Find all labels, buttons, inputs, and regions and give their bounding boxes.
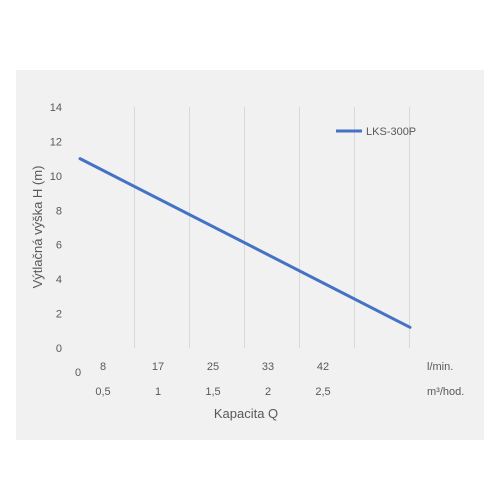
legend-label: LKS-300P — [366, 126, 416, 138]
x-tick-label-m3h: 1 — [155, 386, 161, 398]
x-unit-m3h: m³/hod. — [427, 386, 464, 398]
x-tick-label-lmin: 0 — [75, 367, 81, 379]
x-tick-label-lmin: 17 — [152, 361, 164, 373]
chart-background — [16, 70, 484, 440]
y-tick-label: 4 — [56, 274, 62, 286]
x-tick-label-lmin: 33 — [262, 361, 274, 373]
x-tick-labels-lmin: 0 8 17 25 33 42 — [75, 361, 329, 379]
gridlines — [134, 107, 410, 348]
y-tick-label: 8 — [56, 205, 62, 217]
x-tick-label-lmin: 25 — [207, 361, 219, 373]
x-tick-label-m3h: 1,5 — [205, 386, 220, 398]
series-group — [78, 157, 412, 329]
x-tick-label-lmin: 42 — [317, 361, 329, 373]
y-tick-label: 0 — [56, 343, 62, 355]
x-tick-label-m3h: 2 — [265, 386, 271, 398]
x-tick-label-m3h: 0,5 — [95, 386, 110, 398]
y-tick-label: 6 — [56, 240, 62, 252]
x-tick-labels-m3h: 0,5 1 1,5 2 2,5 — [95, 386, 330, 398]
x-axis-title: Kapacita Q — [214, 406, 278, 421]
x-tick-label-m3h: 2,5 — [315, 386, 330, 398]
x-tick-label-lmin: 8 — [100, 361, 106, 373]
x-unit-lmin: l/min. — [427, 361, 453, 373]
y-tick-labels: 0 2 4 6 8 10 12 14 — [50, 102, 62, 355]
y-axis-title: Výtlačná výška H (m) — [30, 166, 45, 289]
series-line — [78, 157, 412, 329]
y-tick-label: 10 — [50, 171, 62, 183]
legend: LKS-300P — [336, 126, 416, 138]
y-tick-label: 14 — [50, 102, 62, 114]
y-tick-label: 2 — [56, 309, 62, 321]
y-tick-label: 12 — [50, 136, 62, 148]
